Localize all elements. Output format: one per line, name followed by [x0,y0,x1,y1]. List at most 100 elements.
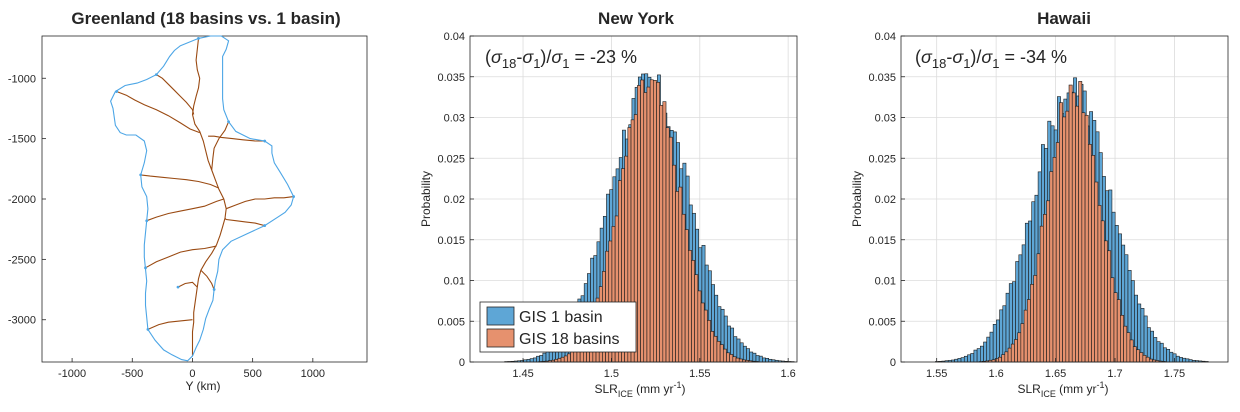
xtick-label: 1.6 [988,368,1003,380]
ytick-label: 0.04 [444,31,465,43]
map-title: Greenland (18 basins vs. 1 basin) [71,9,340,28]
bar-gis-18-basins [1145,356,1150,363]
divide-endpoint-marker [227,120,230,124]
bar-gis-1-basin [532,357,537,363]
bar-gis-18-basins [729,354,734,363]
ytick-label: 0.005 [437,316,465,328]
bar-gis-18-basins [1007,347,1012,363]
basin-divide-line [177,281,198,288]
bar-gis-18-basins [652,80,657,363]
bar-gis-18-basins [1107,250,1112,363]
bar-gis-1-basin [954,358,959,363]
ytick-label: 0.015 [868,235,896,247]
hawaii-ticks: 1.55 1.6 1.65 1.7 1.75 0 0.005 0.01 0.015 0.02 0.0… [868,31,1185,380]
divide-endpoint-marker [176,285,180,289]
ytick-label: 0 [459,357,465,369]
xtick-label: 1.6 [781,368,796,380]
bar-gis-18-basins [726,352,730,363]
map-xtick-label: 1000 [301,368,325,380]
bar-gis-18-basins [662,101,667,363]
bar-gis-18-basins [1091,155,1095,363]
ny-xlabel: SLRICE (mm yr-1) [594,380,685,399]
bar-gis-18-basins [1071,92,1076,363]
bar-gis-18-basins [1014,339,1018,363]
xtick-label: 1.5 [604,368,619,380]
basin-divide-line [208,135,265,142]
bar-gis-18-basins [1010,343,1015,363]
bar-gis-18-basins [675,191,680,363]
bar-gis-18-basins [1023,309,1028,363]
bar-gis-18-basins [557,358,562,363]
bar-gis-18-basins [678,186,683,363]
xtick-label: 1.55 [926,368,947,380]
ytick-label: 0.03 [444,113,465,125]
bar-gis-18-basins [1148,358,1153,363]
ny-ylabel: Probability [419,171,433,227]
ytick-label: 0.025 [437,153,465,165]
bar-gis-1-basin [986,336,991,363]
bar-gis-18-basins [1062,116,1067,363]
ny-legend-label-2: GIS 18 basins [519,331,620,348]
bar-gis-1-basin [999,309,1004,363]
basin-divide-line [145,245,217,269]
xtick-label: 1.75 [1164,368,1185,380]
hawaii-histogram-panel: Hawaii 1.55 1.6 1.65 1.7 1.75 0 0.005 0.01 0.015… [850,9,1229,399]
bar-gis-18-basins [1026,299,1031,363]
bar-gis-18-basins [1065,110,1070,363]
bar-gis-18-basins [735,357,740,363]
basin-divide-line [200,269,215,290]
bar-gis-1-basin [960,357,965,363]
ny-legend: GIS 1 basin GIS 18 basins [479,301,637,353]
bar-gis-18-basins [998,356,1002,363]
bar-gis-1-basin [529,358,534,363]
map-xtick-label: -500 [121,368,143,380]
bar-gis-1-basin [539,355,544,363]
bar-gis-18-basins [684,229,689,363]
bar-gis-1-basin [749,351,754,363]
bar-gis-18-basins [1030,284,1034,363]
bar-gis-18-basins [1100,220,1105,363]
bar-gis-18-basins [637,85,641,363]
bar-gis-18-basins [1036,253,1041,363]
map-ytick-label: -2500 [8,254,36,266]
bar-gis-18-basins [1120,314,1124,363]
bar-gis-18-basins [1046,200,1051,363]
map-xtick-label: -1000 [58,368,86,380]
xtick-label: 1.55 [689,368,710,380]
bar-gis-1-basin [996,319,1000,363]
divide-endpoint-marker [263,139,267,143]
bar-gis-1-basin [1169,351,1174,363]
bar-gis-18-basins [1081,112,1086,363]
bar-gis-18-basins [738,358,743,363]
bar-gis-18-basins [1078,81,1083,363]
bar-gis-18-basins [1020,323,1025,363]
xtick-label: 1.7 [1107,368,1122,380]
bar-gis-18-basins [716,341,721,363]
bar-gis-18-basins [1113,292,1118,363]
bar-gis-1-basin [1159,342,1164,363]
bar-gis-18-basins [643,92,648,363]
bar-gis-1-basin [542,352,547,363]
ytick-label: 0.015 [437,235,465,247]
bar-gis-18-basins [1052,157,1057,363]
ytick-label: 0.005 [868,316,896,328]
map-ytick-label: -3000 [8,315,36,327]
ny-ticks: 1.45 1.5 1.55 1.6 0 0.005 0.01 0.015 0.02 0.025 0.… [437,31,795,380]
bar-gis-18-basins [1075,105,1079,363]
bar-gis-18-basins [1017,332,1022,363]
bar-gis-1-basin [1182,357,1187,363]
ytick-label: 0.035 [868,72,896,84]
divide-endpoint-marker [197,37,200,40]
divide-endpoint-marker [144,266,147,270]
divide-endpoint-marker [154,73,158,77]
bar-gis-18-basins [1059,102,1063,363]
map-ticks: -1000 -500 0 500 1000 -1000 -1500 -2000 -2500 -30… [8,73,325,380]
bar-gis-1-basin [957,358,962,363]
ytick-label: 0.02 [444,194,465,206]
bar-gis-1-basin [755,355,760,363]
bar-gis-18-basins [1001,354,1006,363]
bar-gis-18-basins [1068,84,1073,363]
divide-endpoint-marker [115,90,119,93]
bar-gis-18-basins [1129,339,1134,363]
bar-gis-18-basins [668,136,673,363]
